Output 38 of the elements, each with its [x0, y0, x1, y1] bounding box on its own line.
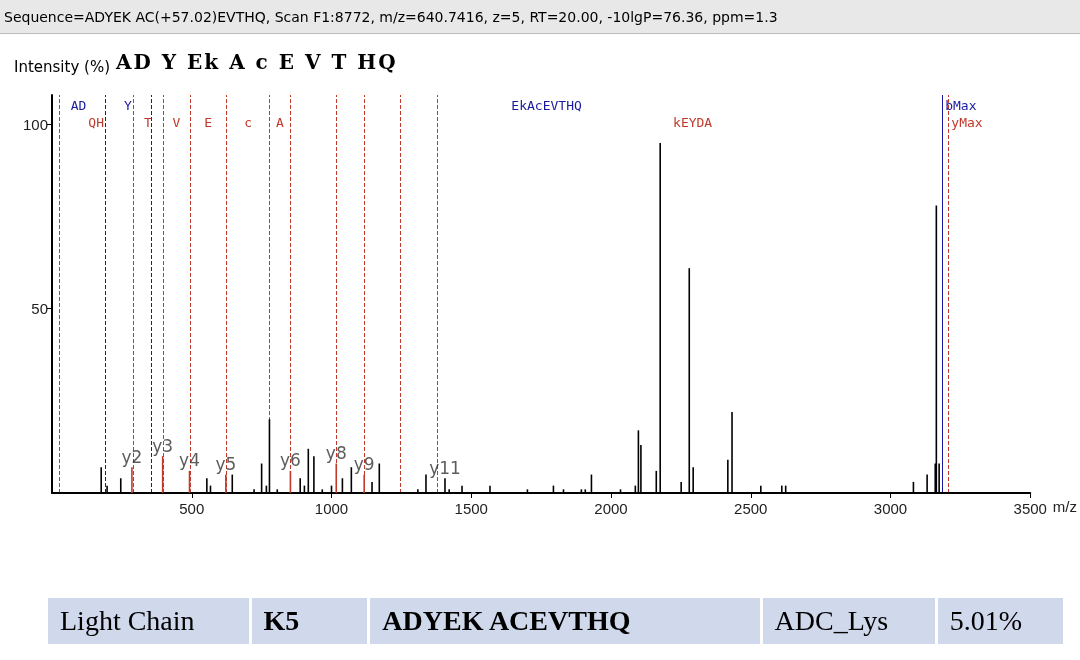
annotation: y11	[429, 457, 461, 478]
ref-line-label: c	[244, 114, 252, 130]
text: 5.01%	[937, 598, 1063, 644]
ref-line-label: V	[172, 114, 181, 130]
text: Light Chain	[48, 598, 249, 644]
x-tick-label: 1500	[454, 500, 488, 517]
y-tick-label: 100	[22, 115, 48, 133]
annotation: bMax	[945, 97, 977, 113]
text: K5	[251, 598, 368, 644]
ref-line-label: A	[276, 114, 285, 130]
x-tick-label: 500	[179, 500, 205, 517]
annotation: y9	[353, 454, 375, 475]
chart-subtitle: AD Y Ek A c E V T HQ	[116, 50, 398, 74]
annotation: y5	[215, 454, 237, 475]
annotation: y6	[279, 450, 301, 471]
x-tick-label: 2500	[734, 500, 768, 517]
ref-line-label: T	[144, 114, 153, 130]
chart-title: Sequence=ADYEK AC(+57.02)EVTHQ, Scan F1:8772, m/z=640.7416, z=5, RT=20.00, -10lgP=76.36, ppm=1.3	[0, 0, 1080, 34]
x-tick-label: 1000	[314, 500, 349, 517]
y-axis-title: Intensity (%)	[14, 58, 111, 76]
ref-line-label: kEYDA	[673, 114, 713, 130]
text: ADYEK ACEVTHQ	[370, 598, 760, 644]
x-tick-label: 3000	[873, 500, 908, 517]
ref-line-label: EkAcEVTHQ	[511, 97, 582, 113]
ref-line-label: Y	[124, 97, 133, 113]
text: ADC_Lys	[762, 598, 935, 644]
ref-line-label: AD	[70, 97, 87, 113]
ref-line-label: QH	[88, 114, 104, 130]
y-tick-label: 50	[31, 300, 48, 318]
x-axis-title: m/z	[1052, 498, 1078, 515]
annotation: y3	[152, 435, 174, 456]
ref-line-label: E	[204, 114, 213, 130]
annotation: y4	[179, 450, 200, 471]
x-tick-label: 3500	[1013, 500, 1047, 517]
x-tick-label: 2000	[594, 500, 628, 517]
annotation: y2	[121, 446, 143, 467]
annotation: y8	[325, 443, 347, 464]
annotation: yMax	[951, 114, 983, 130]
